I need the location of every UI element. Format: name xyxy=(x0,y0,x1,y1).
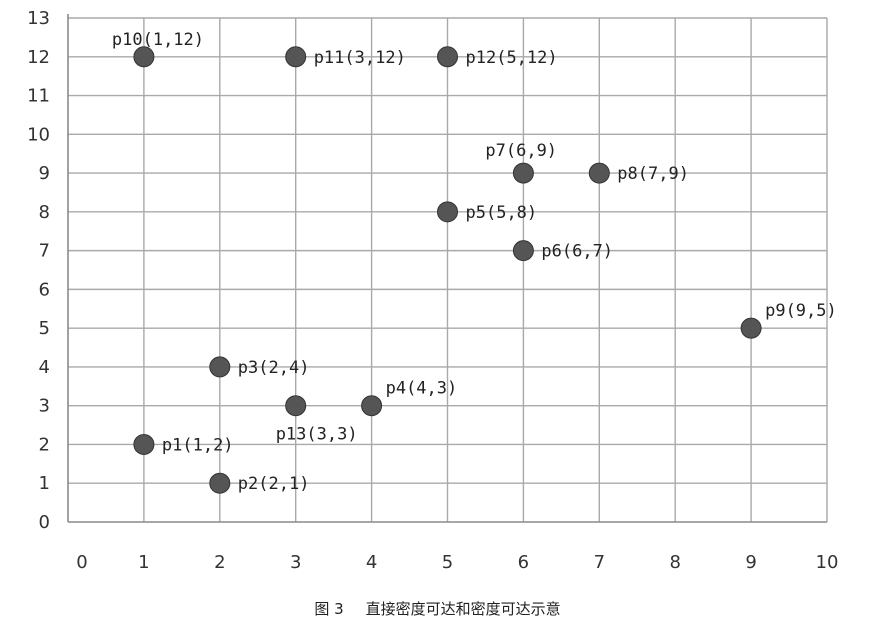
x-tick-label-10: 10 xyxy=(816,552,839,573)
data-label-p5: p5(5,8) xyxy=(466,203,538,223)
y-tick-label-6: 6 xyxy=(39,279,50,300)
data-label-p9: p9(9,5) xyxy=(765,301,837,321)
figure-number: 图 3 xyxy=(314,600,344,618)
x-tick-label-6: 6 xyxy=(518,552,529,573)
data-points xyxy=(133,46,762,494)
x-tick-label-3: 3 xyxy=(290,552,301,573)
x-tick-label-1: 1 xyxy=(138,552,149,573)
y-tick-label-2: 2 xyxy=(39,434,50,455)
figure-caption: 图 3 直接密度可达和密度可达示意 xyxy=(0,598,875,619)
data-label-p11: p11(3,12) xyxy=(314,48,406,68)
x-tick-labels: 0 1 2 3 4 5 6 7 8 9 10 xyxy=(76,552,838,573)
data-label-p1: p1(1,2) xyxy=(162,435,234,455)
data-point-p7 xyxy=(512,162,534,184)
data-point-p13 xyxy=(285,395,307,417)
y-tick-label-10: 10 xyxy=(27,124,50,145)
x-tick-label-4: 4 xyxy=(366,552,377,573)
data-label-p12: p12(5,12) xyxy=(466,48,558,68)
x-tick-label-7: 7 xyxy=(594,552,605,573)
data-label-p3: p3(2,4) xyxy=(238,358,310,378)
x-tick-label-0: 0 xyxy=(76,552,87,573)
data-point-p1 xyxy=(133,433,155,455)
x-tick-label-2: 2 xyxy=(214,552,225,573)
x-tick-label-5: 5 xyxy=(442,552,453,573)
caption-text: 直接密度可达和密度可达示意 xyxy=(365,600,561,618)
x-tick-label-9: 9 xyxy=(745,552,756,573)
y-tick-label-8: 8 xyxy=(39,202,50,223)
data-label-p10: p10(1,12) xyxy=(112,30,204,50)
data-point-p12 xyxy=(437,46,458,68)
data-point-p9 xyxy=(740,317,762,339)
x-tick-label-8: 8 xyxy=(669,552,680,573)
y-tick-label-11: 11 xyxy=(27,86,50,107)
y-tick-label-0: 0 xyxy=(39,512,50,533)
data-point-p5 xyxy=(437,201,458,223)
data-point-p2 xyxy=(209,472,231,494)
y-tick-label-9: 9 xyxy=(39,163,50,184)
data-label-p8: p8(7,9) xyxy=(617,164,689,184)
data-point-p4 xyxy=(361,395,383,417)
y-tick-label-12: 12 xyxy=(27,47,50,68)
y-tick-label-13: 13 xyxy=(27,8,50,29)
data-label-p4: p4(4,3) xyxy=(386,379,458,399)
axes xyxy=(67,14,827,523)
data-point-p10 xyxy=(133,46,155,68)
data-point-p11 xyxy=(285,46,307,68)
y-tick-label-5: 5 xyxy=(39,318,50,339)
data-point-p3 xyxy=(209,356,231,378)
y-tick-label-3: 3 xyxy=(39,396,50,417)
data-label-p7: p7(6,9) xyxy=(485,141,557,161)
data-point-p8 xyxy=(588,162,610,184)
y-tick-label-1: 1 xyxy=(39,473,50,494)
y-tick-label-7: 7 xyxy=(39,241,50,262)
data-label-p13: p13(3,3) xyxy=(276,425,358,445)
data-label-p2: p2(2,1) xyxy=(238,474,310,494)
y-tick-label-4: 4 xyxy=(39,357,50,378)
data-labels: p1(1,2)p2(2,1) p3(2,4) p4(4,3) p5(5,8)p6(6,… xyxy=(112,30,837,494)
data-point-p6 xyxy=(512,240,534,262)
data-label-p6: p6(6,7) xyxy=(541,242,613,262)
